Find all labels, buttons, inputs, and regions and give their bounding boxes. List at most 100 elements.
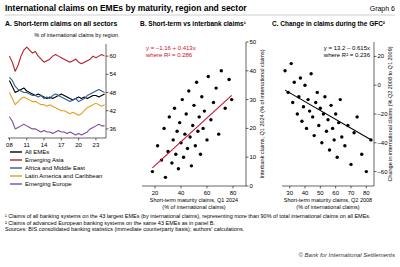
point: [325, 130, 328, 133]
y-tick-label: 20: [250, 125, 257, 131]
point: [343, 144, 346, 147]
point: [313, 134, 316, 137]
point: [194, 144, 197, 147]
point: [300, 120, 303, 123]
x-axis: [8, 138, 106, 139]
y-tick: [106, 74, 109, 75]
x-tick-label: 30: [286, 190, 293, 196]
legend-label: Africa and Middle East: [25, 165, 85, 171]
panel-title: B. Short-term vs interbank claims¹: [140, 20, 246, 27]
y-tick: [374, 171, 377, 172]
point: [209, 118, 212, 121]
point: [355, 115, 358, 118]
series-line: [9, 117, 104, 135]
graph-label: Graph 6: [370, 5, 395, 13]
point: [185, 112, 188, 115]
point: [177, 167, 180, 170]
y-tick-label: 0: [378, 82, 382, 88]
sources: Sources: BIS consolidated banking statis…: [5, 226, 395, 233]
point: [340, 135, 343, 138]
footnote: ² Claims of advanced European banking sy…: [5, 220, 395, 227]
point: [311, 115, 314, 118]
y-tick-label: 40: [250, 68, 257, 74]
point: [212, 101, 215, 104]
y-tick-label: 36: [110, 126, 117, 132]
y-tick: [246, 157, 249, 158]
x-tick-label: 60: [332, 190, 339, 196]
x-tick: [320, 186, 321, 189]
legend-swatch: [10, 159, 22, 160]
x-tick: [9, 138, 10, 141]
point: [329, 104, 332, 107]
x-axis: [282, 186, 374, 187]
y-axis-title: Change in international claims (% Q2 200…: [387, 46, 393, 181]
legend-label: All EMEs: [25, 149, 49, 155]
point: [170, 161, 173, 164]
point: [224, 107, 227, 110]
plot: [151, 69, 234, 179]
legend-swatch: [10, 183, 22, 184]
point: [305, 127, 308, 130]
point: [200, 95, 203, 98]
y-tick: [246, 128, 249, 129]
annotation: y = –1.16 + 0.413x: [146, 45, 196, 51]
y-axis: [246, 42, 247, 186]
x-tick-label: 23: [93, 142, 100, 148]
y-tick: [374, 85, 377, 86]
x-tick-label: 40: [302, 190, 309, 196]
legend-label: Emerging Europe: [25, 181, 72, 187]
title: International claims on EMEs by maturity…: [5, 3, 247, 13]
point: [186, 147, 189, 150]
point: [196, 130, 199, 133]
point: [303, 84, 306, 87]
x-tick: [155, 186, 156, 189]
point: [352, 131, 355, 134]
x-axis-title: (% of international claims): [162, 204, 225, 210]
x-tick-label: 11: [24, 142, 31, 148]
y-tick-label: 20: [378, 53, 385, 59]
y-tick-label: 42: [110, 108, 117, 114]
point: [191, 124, 194, 127]
point: [227, 78, 230, 81]
y-tick: [246, 42, 249, 43]
x-tick: [233, 186, 234, 189]
point: [199, 153, 202, 156]
point: [299, 76, 302, 79]
point: [332, 138, 335, 141]
point: [317, 124, 320, 127]
copyright: © Bank for International Settlements: [299, 252, 395, 258]
trend-line: [152, 95, 231, 168]
point: [162, 127, 165, 130]
panel-title: C. Change in claims during the GFC²: [272, 20, 386, 28]
y-tick-label: 50: [250, 39, 257, 45]
point: [230, 98, 233, 101]
point: [291, 101, 294, 104]
point: [168, 115, 171, 118]
plot: [283, 62, 372, 173]
series-line: [9, 93, 104, 116]
point: [187, 89, 190, 92]
y-tick-label: 30: [250, 97, 257, 103]
point: [172, 138, 175, 141]
annotation: where R² = 0.236: [323, 52, 371, 58]
point: [173, 107, 176, 110]
y-tick: [106, 128, 109, 129]
x-tick: [207, 186, 208, 189]
point: [174, 153, 177, 156]
point: [182, 156, 185, 159]
point: [175, 130, 178, 133]
legend-swatch: [10, 167, 22, 168]
x-tick: [44, 138, 45, 141]
x-tick: [26, 138, 27, 141]
x-tick-label: 08: [6, 142, 13, 148]
point: [316, 91, 319, 94]
point: [336, 156, 339, 159]
x-tick-label: 20: [75, 142, 82, 148]
x-tick: [181, 186, 182, 189]
point: [320, 141, 323, 144]
point: [314, 101, 317, 104]
y-tick: [106, 56, 109, 57]
footnote: ¹ Claims of all banking systems on the 4…: [5, 213, 395, 220]
point: [365, 170, 368, 173]
point: [207, 75, 210, 78]
